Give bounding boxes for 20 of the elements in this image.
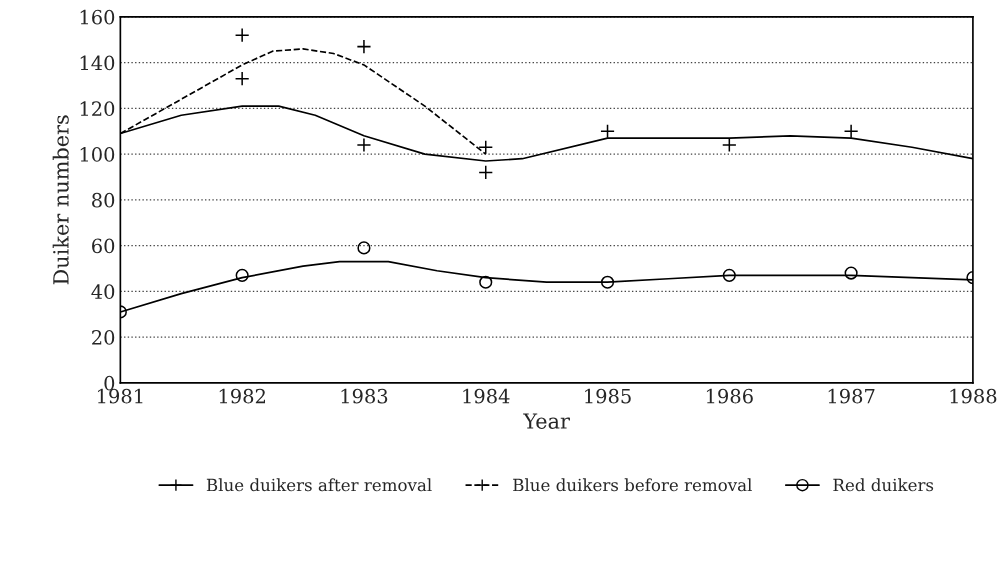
legend-label: Red duikers (833, 478, 934, 492)
x-tick-label: 1985 (585, 388, 631, 404)
y-tick-label: 100 (80, 147, 115, 162)
y-tick-label: 120 (80, 101, 115, 117)
x-tick-label: 1983 (341, 388, 388, 404)
x-tick-label: 1986 (706, 388, 753, 404)
legend-label: Blue duikers after removal (206, 478, 432, 492)
x-tick-label: 1984 (463, 388, 510, 404)
y-tick-label: 140 (80, 55, 115, 71)
x-axis-title: Year (523, 413, 570, 429)
y-tick-label: 20 (92, 330, 115, 345)
x-tick-label: 1987 (828, 388, 875, 404)
legend-label: Blue duikers before removal (513, 478, 752, 492)
y-tick-label: 40 (91, 284, 115, 300)
y-tick-label: 160 (80, 9, 115, 25)
x-tick-label: 1988 (950, 388, 997, 404)
x-tick-label: 1982 (219, 388, 265, 404)
y-axis-title: Duiker numbers (52, 115, 69, 285)
y-tick-label: 80 (92, 192, 115, 208)
y-tick-label: 60 (92, 238, 115, 254)
